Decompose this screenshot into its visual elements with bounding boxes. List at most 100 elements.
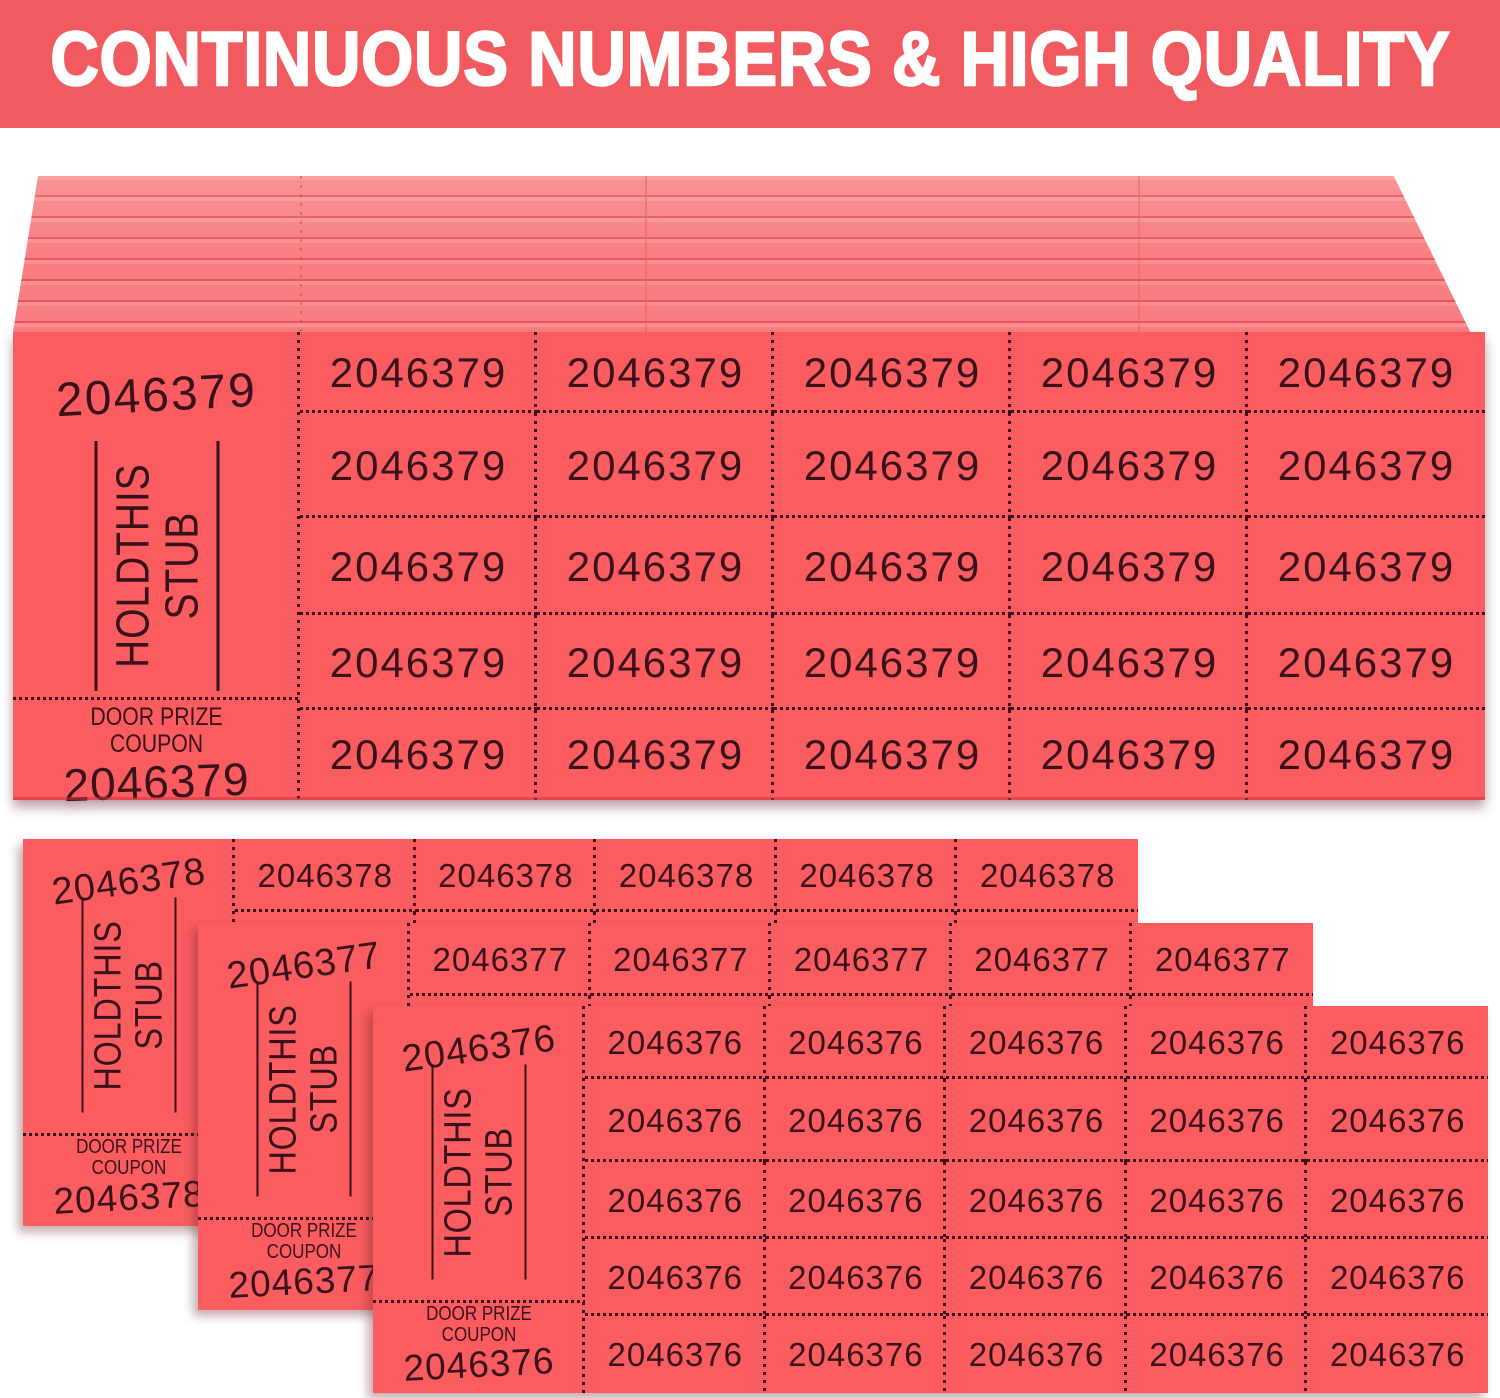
ticket-number: 2046376: [788, 1335, 924, 1373]
ticket-number-cell: 2046376: [585, 1316, 766, 1393]
coupon-label: COUPON: [91, 1157, 167, 1179]
perforation-line: [23, 1133, 235, 1136]
ticket-number: 2046376: [968, 1258, 1105, 1296]
ticket-number: 2046379: [566, 441, 745, 489]
hold-this-stub-label: HOLDTHIS STUB: [256, 981, 352, 1197]
ticket-number: 2046377: [793, 940, 930, 978]
ticket-number: 2046376: [968, 1101, 1105, 1139]
ticket-number: 2046377: [974, 940, 1110, 978]
ticket-number-cell: 2046376: [1307, 1239, 1488, 1316]
ticket-number: 2046376: [607, 1181, 744, 1219]
ticket-number-cell: 2046379: [1011, 710, 1248, 800]
ticket-number: 2046379: [329, 542, 508, 590]
ticket-number-cell: 2046379: [1248, 710, 1485, 800]
ticket-number-cell: 2046379: [1248, 615, 1485, 710]
ticket-number: 2046378: [52, 1173, 206, 1222]
ticket-number-cell: 2046379: [1011, 413, 1248, 518]
ticket-number-cell: 2046376: [946, 1239, 1127, 1316]
ticket-number-grid: 2046379 2046379 2046379 2046379 2046379 20463…: [300, 332, 1485, 800]
ticket-number: 2046379: [1277, 441, 1456, 489]
hold-this-label-line: HOLDTHIS: [437, 1086, 480, 1258]
ticket-number-cell: 2046379: [537, 518, 774, 615]
ticket-number-cell: 2046376: [765, 1006, 947, 1079]
ticket-number-cell: 2046376: [1126, 1239, 1308, 1316]
ticket-number-cell: 2046379: [774, 615, 1011, 710]
ticket-number-cell: 2046376: [1307, 1006, 1488, 1079]
ticket-number: 2046376: [1329, 1101, 1466, 1139]
ticket-number-cell: 2046377: [1132, 923, 1313, 996]
ticket-number-cell: 2046379: [1011, 518, 1248, 615]
ticket-number: 2046376: [788, 1258, 924, 1296]
ticket-number-cell: 2046379: [1011, 332, 1248, 413]
ticket-number-cell: 2046376: [1307, 1162, 1488, 1239]
ticket-number-cell: 2046378: [957, 839, 1138, 912]
hold-this-label-line: HOLDTHIS: [105, 463, 158, 669]
ticket-number: 2046379: [566, 731, 745, 778]
ticket-number: 2046378: [799, 856, 935, 894]
ticket-stub: 2046376 HOLDTHIS STUB DOOR PRIZE COUPON …: [373, 1006, 585, 1393]
ticket-number-cell: 2046379: [537, 710, 774, 800]
door-prize-label: DOOR PRIZE: [76, 1136, 182, 1158]
headline-text: CONTINUOUS NUMBERS & HIGH QUALITY: [49, 17, 1451, 102]
ticket-number: 2046378: [979, 856, 1116, 894]
ticket-number-cell: 2046379: [774, 518, 1011, 615]
ticket-number-cell: 2046379: [537, 615, 774, 710]
ticket-number-cell: 2046378: [776, 839, 958, 912]
ticket-number: 2046379: [1277, 638, 1456, 686]
ticket-number: 2046376: [1149, 1181, 1285, 1219]
ticket-number-cell: 2046376: [765, 1162, 947, 1239]
ticket-number-cell: 2046376: [1126, 1162, 1308, 1239]
ticket-number: 2046379: [803, 731, 982, 778]
ticket-stub: 2046379 HOLDTHIS STUB DOOR PRIZE COUPON …: [12, 332, 301, 811]
ticket-number-cell: 2046379: [1248, 413, 1485, 518]
ticket-number-cell: 2046376: [1307, 1079, 1488, 1162]
perforation-line: [373, 1300, 585, 1303]
ticket-number-cell: 2046377: [951, 923, 1133, 996]
headline-banner: CONTINUOUS NUMBERS & HIGH QUALITY: [0, 0, 1500, 128]
ticket-number-cell: 2046379: [300, 710, 537, 800]
ticket-number: 2046379: [1040, 348, 1219, 396]
ticket-number: 2046379: [1040, 441, 1219, 489]
ticket-number: 2046379: [803, 542, 982, 590]
ticket-number: 2046376: [788, 1181, 924, 1219]
ticket-number-cell: 2046376: [946, 1162, 1127, 1239]
perforation-line: [198, 1217, 410, 1220]
ticket-number: 2046377: [227, 1257, 381, 1306]
coupon-number: 2046376: [372, 1338, 586, 1391]
ticket-number: 2046379: [1277, 348, 1456, 396]
ticket-number: 2046378: [618, 856, 755, 894]
ticket-number-cell: 2046379: [1248, 518, 1485, 615]
ticket-number: 2046379: [62, 752, 251, 812]
ticket-number: 2046379: [329, 441, 508, 489]
ticket-number: 2046376: [968, 1181, 1105, 1219]
ticket-number-cell: 2046377: [410, 923, 591, 996]
ticket-number: 2046376: [402, 1340, 556, 1389]
ticket-number-cell: 2046376: [1307, 1316, 1488, 1393]
stub-number: 2046379: [12, 361, 301, 431]
ticket-number: 2046379: [1040, 731, 1219, 778]
ticket-number-cell: 2046376: [946, 1079, 1127, 1162]
ticket-number: 2046376: [1149, 1023, 1285, 1061]
door-prize-coupon: DOOR PRIZE COUPON 2046379: [13, 703, 300, 812]
ticket-number-cell: 2046378: [415, 839, 597, 912]
ticket-number-cell: 2046378: [235, 839, 416, 912]
ticket-number-cell: 2046376: [765, 1079, 947, 1162]
ticket-number: 2046376: [1329, 1258, 1466, 1296]
coupon-number: 2046379: [12, 750, 301, 814]
ticket-number: 2046376: [607, 1335, 744, 1373]
door-prize-label: DOOR PRIZE: [90, 703, 223, 731]
ticket-number: 2046376: [607, 1101, 744, 1139]
ticket-number: 2046376: [607, 1258, 744, 1296]
ticket-number-grid: 2046376 2046376 2046376 2046376 2046376 20463…: [585, 1006, 1488, 1393]
hold-this-stub-label: HOLDTHIS STUB: [431, 1064, 527, 1280]
ticket-number: 2046379: [1040, 542, 1219, 590]
ticket-number: 2046379: [329, 731, 508, 778]
ticket-number: 2046379: [54, 363, 259, 428]
door-prize-coupon: DOOR PRIZE COUPON 2046377: [198, 1221, 410, 1306]
hold-this-stub-label: HOLDTHIS STUB: [81, 897, 177, 1113]
stub-label-line: STUB: [478, 1127, 520, 1217]
ticket-number: 2046379: [329, 638, 508, 686]
ticket-number-cell: 2046379: [537, 332, 774, 413]
ticket-number: 2046379: [803, 441, 982, 489]
